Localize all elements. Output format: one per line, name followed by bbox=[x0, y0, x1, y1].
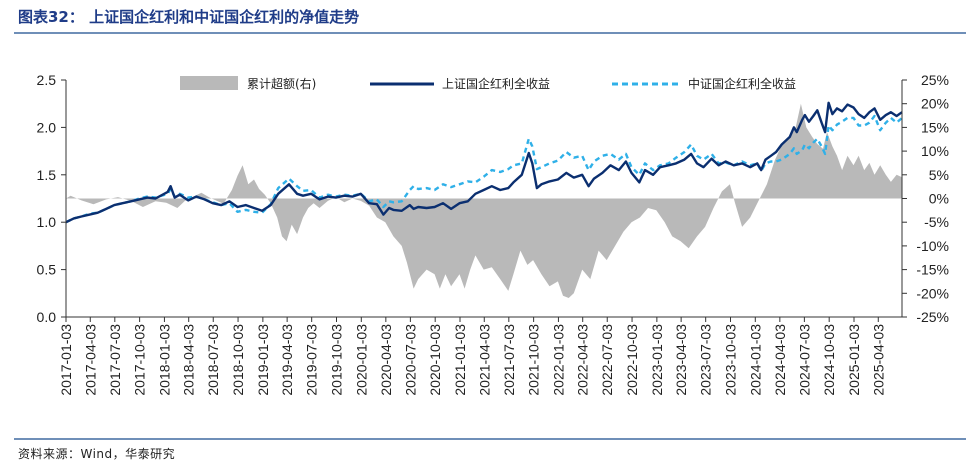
excess-return-area bbox=[66, 103, 902, 298]
legend-swatch-excess bbox=[180, 76, 238, 90]
right-tick-label: -25% bbox=[916, 309, 949, 325]
right-tick-label: -20% bbox=[916, 285, 949, 301]
x-tick-label: 2018-04-03 bbox=[181, 324, 197, 396]
source-note: 资料来源：Wind，华泰研究 bbox=[18, 447, 176, 461]
x-tick-label: 2021-10-03 bbox=[526, 324, 542, 396]
right-tick-label: -15% bbox=[916, 262, 949, 278]
legend-label-csi: 中证国企红利全收益 bbox=[688, 76, 796, 91]
x-tick-label: 2020-04-03 bbox=[378, 324, 394, 396]
left-tick-label: 1.5 bbox=[37, 167, 57, 183]
x-tick-label: 2023-10-03 bbox=[723, 324, 739, 396]
right-tick-label: 0% bbox=[929, 191, 949, 207]
chart-legend: 累计超额(右) 上证国企红利全收益 中证国企红利全收益 bbox=[180, 76, 796, 91]
x-tick-label: 2022-01-03 bbox=[550, 324, 566, 396]
right-tick-label: -10% bbox=[916, 238, 949, 254]
left-tick-label: 2.0 bbox=[37, 119, 57, 135]
x-tick-label: 2023-04-03 bbox=[673, 324, 689, 396]
x-tick-label: 2023-07-03 bbox=[698, 324, 714, 396]
left-tick-label: 2.5 bbox=[37, 72, 57, 88]
page-title: 图表32： 上证国企红利和中证国企红利的净值走势 bbox=[18, 8, 360, 26]
x-tick-label: 2017-10-03 bbox=[132, 324, 148, 396]
x-tick-label: 2019-10-03 bbox=[329, 324, 345, 396]
x-tick-label: 2024-01-03 bbox=[747, 324, 763, 396]
right-tick-label: 10% bbox=[921, 143, 949, 159]
x-tick-label: 2021-04-03 bbox=[476, 324, 492, 396]
x-tick-label: 2023-01-03 bbox=[649, 324, 665, 396]
x-tick-label: 2018-01-03 bbox=[156, 324, 172, 396]
x-tick-label: 2025-01-03 bbox=[846, 324, 862, 396]
x-tick-label: 2024-10-03 bbox=[821, 324, 837, 396]
sse-soe-dividend-line bbox=[65, 101, 903, 224]
right-tick-label: -5% bbox=[924, 214, 949, 230]
legend-label-excess: 累计超额(右) bbox=[247, 76, 316, 91]
x-tick-label: 2019-07-03 bbox=[304, 324, 320, 396]
right-tick-label: 20% bbox=[921, 96, 949, 112]
x-tick-label: 2019-01-03 bbox=[255, 324, 271, 396]
x-tick-label: 2020-07-03 bbox=[402, 324, 418, 396]
x-tick-label: 2022-07-03 bbox=[599, 324, 615, 396]
right-tick-label: 15% bbox=[921, 119, 949, 135]
x-tick-label: 2024-04-03 bbox=[772, 324, 788, 396]
left-tick-label: 0.5 bbox=[37, 262, 57, 278]
x-tick-label: 2022-04-03 bbox=[575, 324, 591, 396]
x-tick-label: 2018-10-03 bbox=[230, 324, 246, 396]
x-tick-label: 2024-07-03 bbox=[796, 324, 812, 396]
line-layer bbox=[65, 101, 903, 224]
x-tick-label: 2021-01-03 bbox=[452, 324, 468, 396]
left-tick-label: 1.0 bbox=[37, 214, 57, 230]
legend-label-sse: 上证国企红利全收益 bbox=[442, 76, 550, 91]
x-tick-label: 2017-07-03 bbox=[107, 324, 123, 396]
x-tick-label: 2017-01-03 bbox=[58, 324, 74, 396]
x-tick-label: 2025-04-03 bbox=[870, 324, 886, 396]
title-divider bbox=[14, 32, 966, 34]
footer-divider bbox=[14, 438, 966, 440]
right-tick-label: 25% bbox=[921, 72, 949, 88]
x-tick-label: 2020-10-03 bbox=[427, 324, 443, 396]
right-tick-label: 5% bbox=[929, 167, 949, 183]
x-tick-label: 2021-07-03 bbox=[501, 324, 517, 396]
x-tick-label: 2017-04-03 bbox=[82, 324, 98, 396]
left-tick-label: 0.0 bbox=[37, 309, 57, 325]
x-tick-label: 2022-10-03 bbox=[624, 324, 640, 396]
x-tick-label: 2018-07-03 bbox=[205, 324, 221, 396]
x-tick-label: 2019-04-03 bbox=[279, 324, 295, 396]
excess-area-layer bbox=[66, 103, 902, 298]
x-tick-label: 2020-01-03 bbox=[353, 324, 369, 396]
axes-layer: 0.0 0.5 1.0 1.5 2.0 2.5 -25% -20% -15% -10% -5% 0% 5… bbox=[37, 72, 949, 396]
